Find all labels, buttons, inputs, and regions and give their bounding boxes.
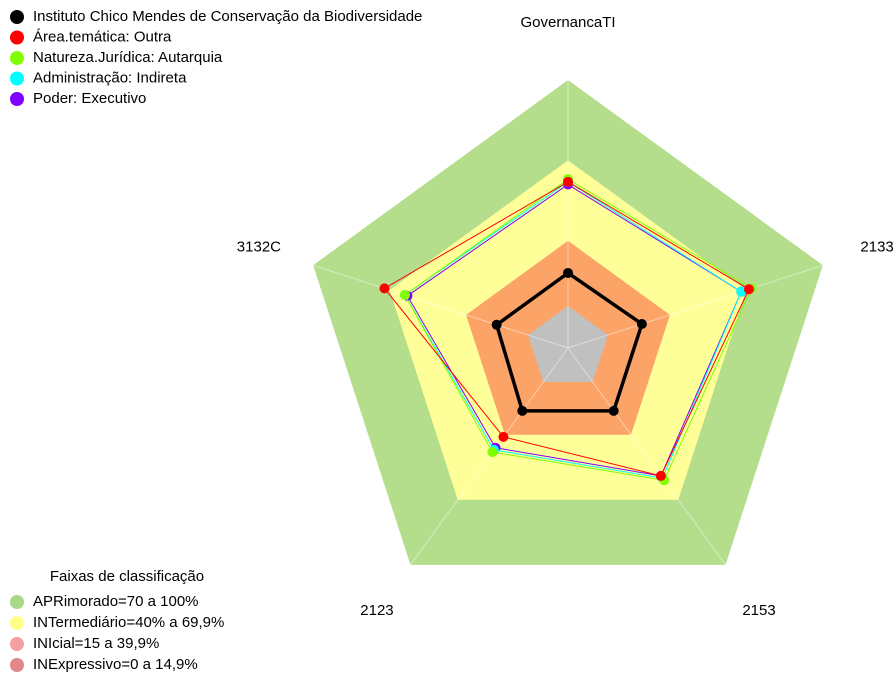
- spoke: [567, 347, 726, 566]
- series-line: [494, 270, 644, 413]
- series-point: [491, 319, 502, 330]
- bands-legend-title: Faixas de classificação: [50, 568, 204, 585]
- series-point: [399, 289, 410, 300]
- legend-label: Administração: Indireta: [33, 69, 187, 86]
- series-point: [517, 405, 528, 416]
- spokes: [312, 80, 824, 566]
- series-point: [608, 405, 619, 416]
- series-point: [636, 318, 647, 329]
- band-legend-marker: [10, 637, 24, 651]
- series-point: [487, 447, 498, 458]
- legend-label: Instituto Chico Mendes de Conservação da…: [33, 8, 422, 25]
- series-point: [379, 283, 390, 294]
- legend-marker: [10, 71, 24, 86]
- series-point: [736, 286, 747, 297]
- series-point: [498, 431, 509, 442]
- spoke: [567, 264, 824, 349]
- band-legend-marker: [10, 616, 24, 630]
- legend-marker: [10, 92, 24, 106]
- legend: Instituto Chico Mendes de Conservação da…: [10, 8, 422, 673]
- series-point: [743, 284, 754, 295]
- center-area: [528, 306, 608, 382]
- series-point: [563, 176, 573, 187]
- band-legend-marker: [10, 595, 24, 609]
- axis-label: GovernancaTI: [520, 14, 615, 31]
- band-legend-label: APRimorado=70 a 100%: [33, 593, 199, 610]
- band-legend-label: INIcial=15 a 39,9%: [33, 635, 159, 652]
- series-line: [383, 181, 750, 477]
- legend-marker: [10, 10, 24, 24]
- labels: GovernancaTI 2133 2153 2123 3132C: [237, 14, 893, 619]
- axis-label: 3132C: [237, 239, 281, 256]
- axis-label: 2133: [860, 239, 893, 256]
- legend-marker: [10, 51, 24, 65]
- series-line: [404, 178, 753, 481]
- series-point: [655, 470, 666, 481]
- spoke: [410, 347, 569, 566]
- axis-label: 2123: [360, 602, 393, 619]
- legend-label: Natureza.Jurídica: Autarquia: [33, 49, 223, 66]
- spoke: [312, 264, 569, 349]
- band-legend-label: INTermediário=40% a 69,9%: [33, 614, 224, 631]
- legend-label: Área.temática: Outra: [33, 28, 172, 45]
- legend-label: Poder: Executivo: [33, 90, 146, 107]
- band-legend-label: INExpressivo=0 a 14,9%: [33, 656, 198, 673]
- axis-label: 2153: [742, 602, 775, 619]
- series-point: [563, 267, 573, 278]
- legend-marker: [10, 30, 24, 45]
- band-legend-marker: [10, 658, 24, 672]
- series: [379, 174, 757, 486]
